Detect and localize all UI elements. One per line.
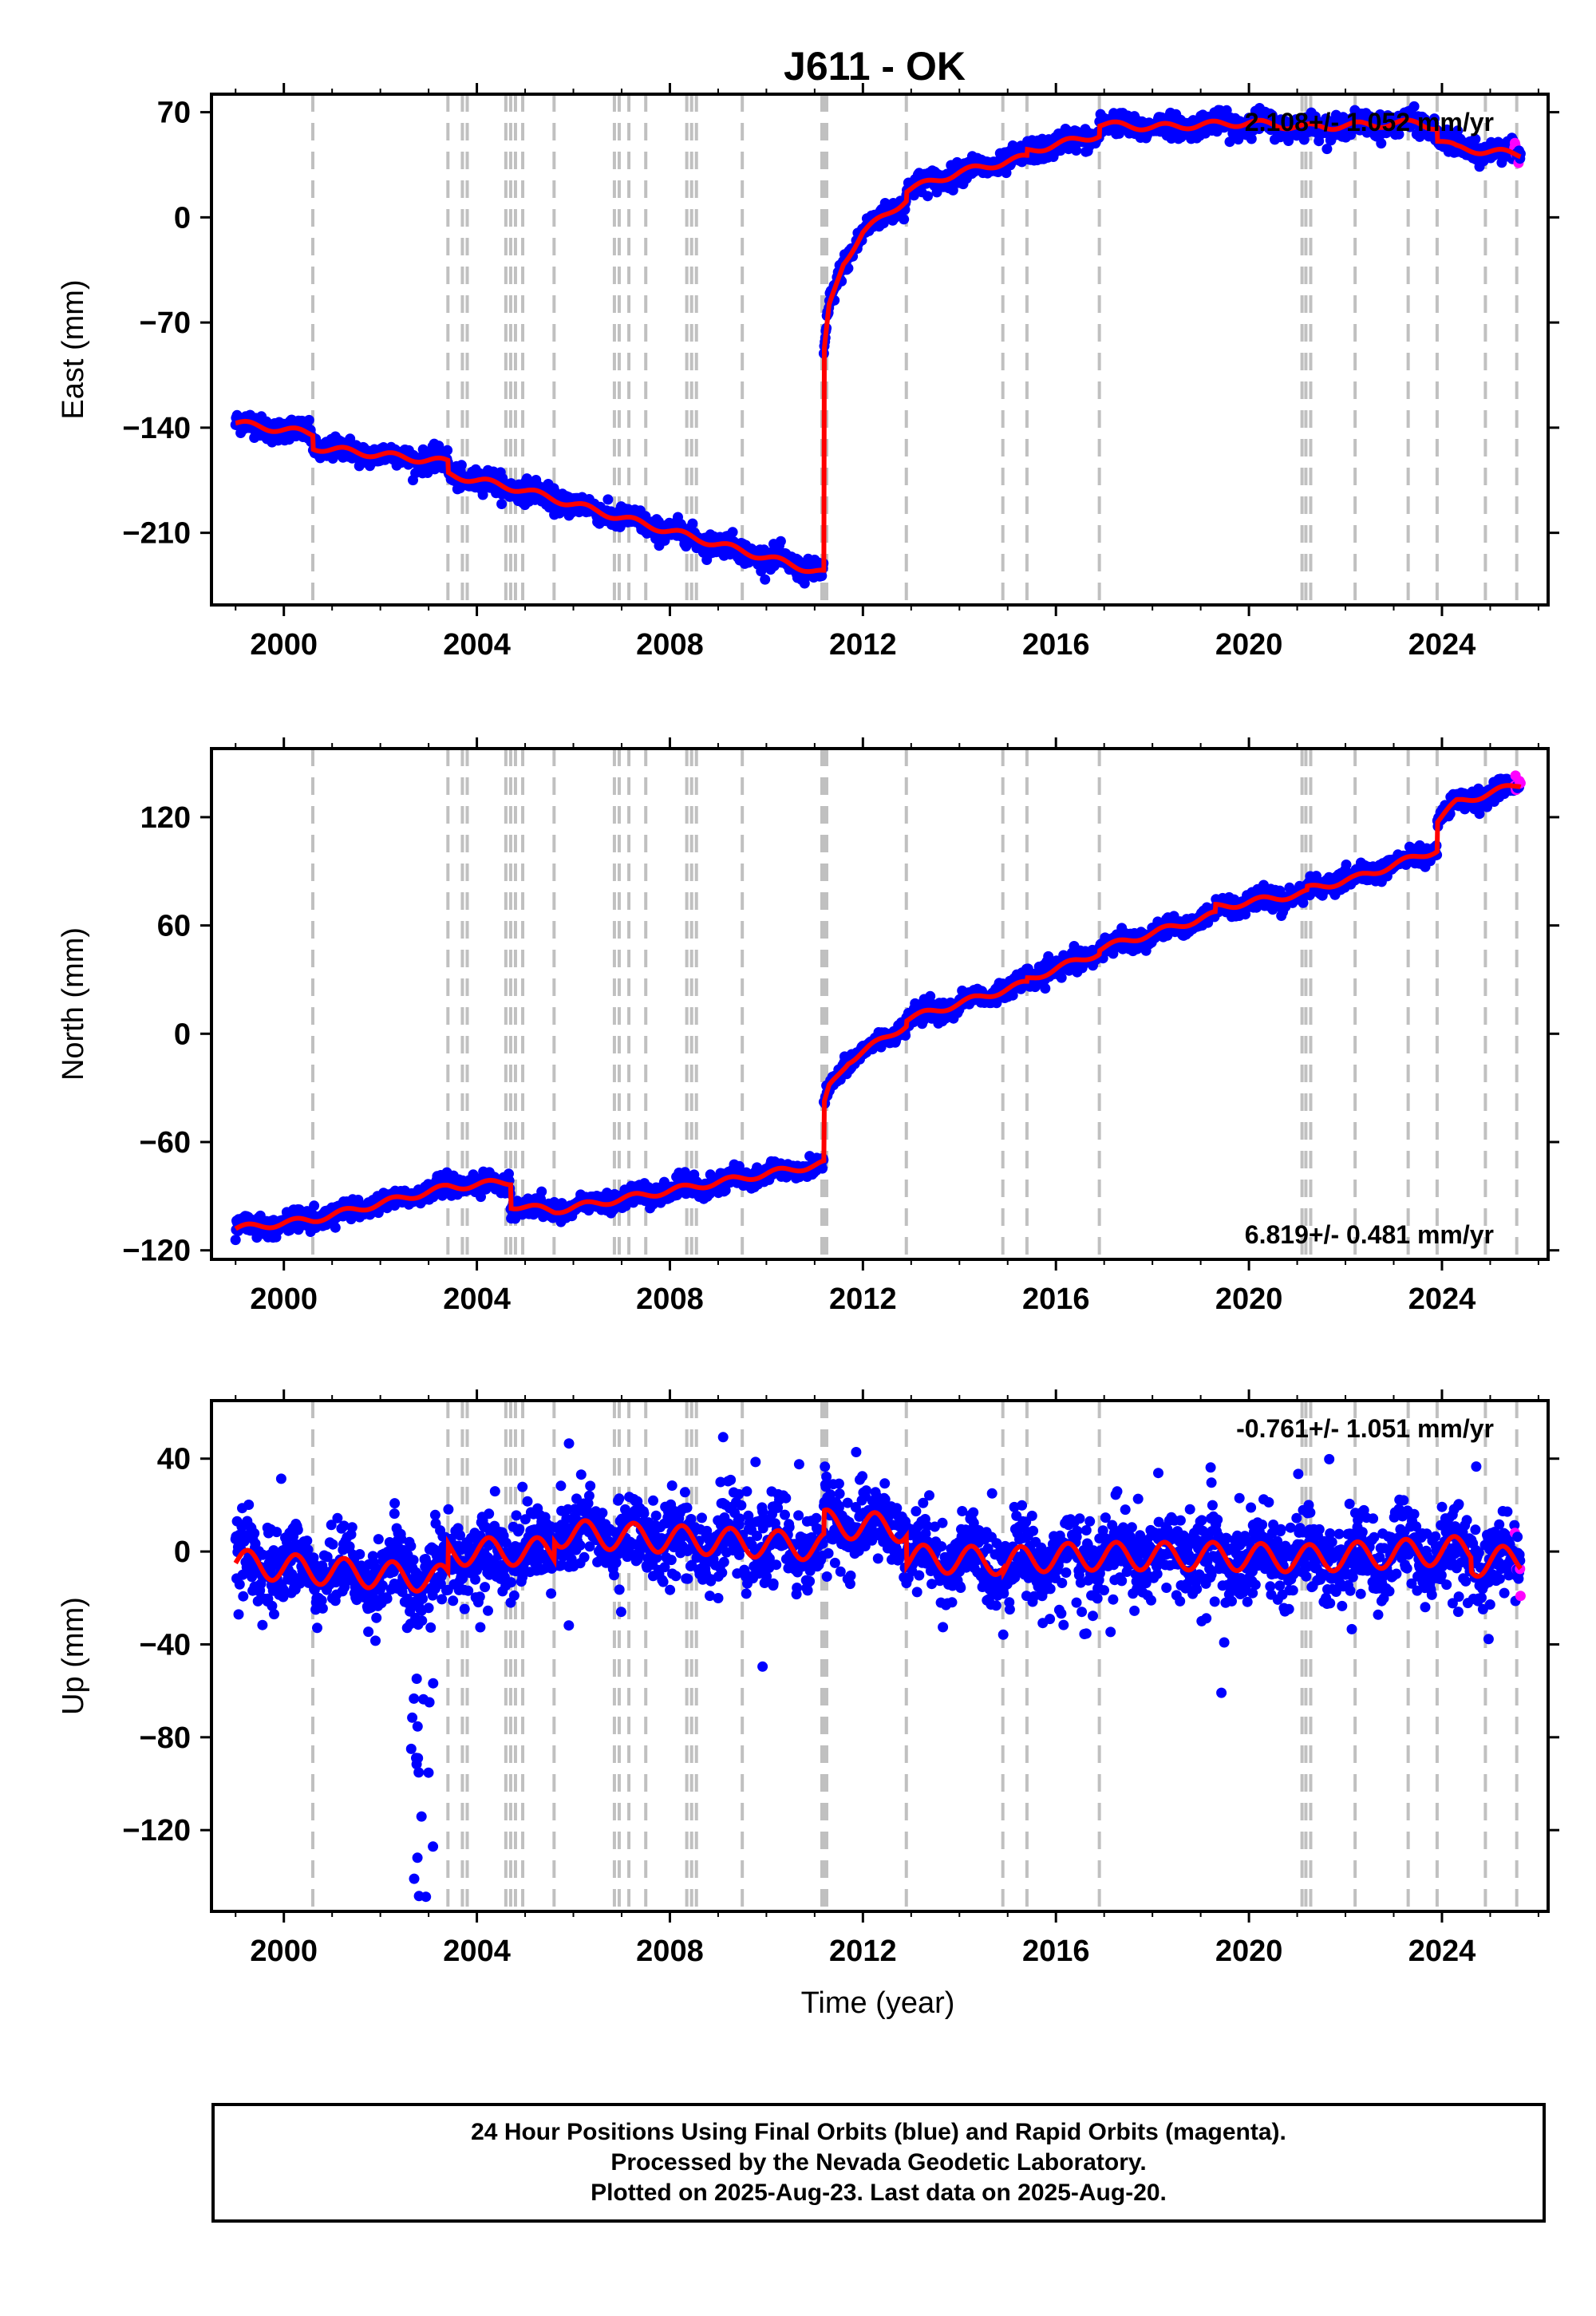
data-point bbox=[1376, 138, 1387, 149]
data-point bbox=[536, 1186, 547, 1197]
x-tick-label: 2024 bbox=[1408, 628, 1476, 662]
data-point bbox=[899, 214, 910, 225]
data-point bbox=[602, 494, 614, 505]
data-point bbox=[799, 578, 810, 589]
data-point bbox=[1056, 972, 1067, 983]
y-tick-label: 0 bbox=[174, 201, 191, 235]
data-points-north bbox=[230, 770, 1526, 1246]
plot-frame-east bbox=[210, 93, 1550, 607]
data-point bbox=[456, 460, 467, 471]
data-points-east bbox=[230, 101, 1526, 589]
x-tick-label: 2016 bbox=[1022, 628, 1090, 662]
y-tick-label: −70 bbox=[140, 306, 191, 340]
data-point bbox=[1040, 983, 1051, 994]
data-point bbox=[330, 1222, 341, 1233]
data-point bbox=[309, 1200, 320, 1211]
x-tick-label: 2004 bbox=[443, 628, 511, 662]
data-point bbox=[230, 1235, 241, 1246]
x-tick-label: 2008 bbox=[636, 628, 704, 662]
data-point bbox=[727, 527, 738, 538]
y-tick-label: 70 bbox=[157, 97, 191, 130]
data-point bbox=[345, 433, 356, 445]
y-axis-label-east: East (mm) bbox=[57, 279, 90, 419]
model-line-east bbox=[235, 117, 1522, 575]
y-tick-label: −210 bbox=[122, 517, 191, 551]
panel-north: 2000 2004 2008 2012 2016 2020 2024120600−60−12… bbox=[57, 737, 1559, 1316]
x-tick-label: 2020 bbox=[1215, 628, 1283, 662]
data-point bbox=[922, 191, 933, 202]
data-point bbox=[303, 414, 314, 425]
data-point bbox=[477, 489, 488, 500]
panels: 2000 2004 2008 2012 2016 2020 2024 70 0 −70 −140 −2… bbox=[57, 83, 1559, 1968]
plot-area-east bbox=[230, 94, 1526, 605]
rate-annotation-east: 2.108+/- 1.052 mm/yr bbox=[1245, 108, 1494, 136]
y-tick-label: −140 bbox=[122, 412, 191, 445]
data-point bbox=[760, 574, 771, 585]
data-point bbox=[775, 536, 786, 547]
x-tick-label: 2012 bbox=[829, 628, 897, 662]
data-point bbox=[496, 499, 508, 509]
data-point bbox=[687, 518, 698, 529]
data-point bbox=[442, 445, 453, 456]
x-tick-label: 2000 bbox=[250, 628, 318, 662]
plot-area-north bbox=[230, 749, 1526, 1259]
chart-title: J611 - OK bbox=[784, 44, 966, 89]
panel-east: 2000 2004 2008 2012 2016 2020 2024 70 0 −70 −140 −2… bbox=[57, 83, 1559, 662]
